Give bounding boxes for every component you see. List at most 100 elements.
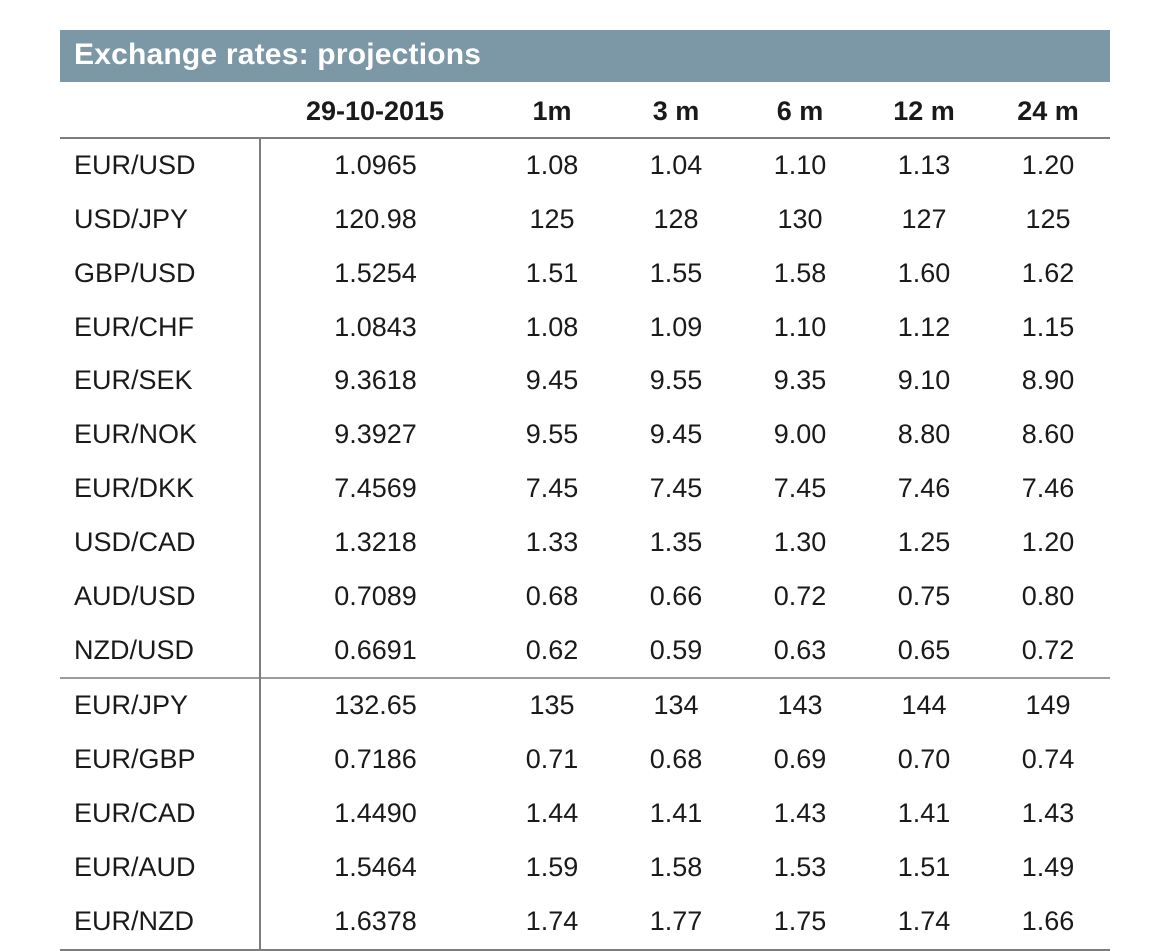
cell-value: 1.04 <box>614 138 738 193</box>
cell-value: 9.45 <box>490 354 614 408</box>
cell-value: 1.10 <box>738 301 862 355</box>
cell-value: 8.80 <box>862 408 986 462</box>
cell-value: 1.15 <box>986 301 1110 355</box>
cell-value: 0.59 <box>614 624 738 679</box>
cell-value: 0.7089 <box>260 570 490 624</box>
table-row: EUR/USD1.09651.081.041.101.131.20 <box>60 138 1110 193</box>
cell-value: 0.72 <box>986 624 1110 679</box>
cell-value: 1.25 <box>862 516 986 570</box>
table-row: EUR/SEK9.36189.459.559.359.108.90 <box>60 354 1110 408</box>
cell-value: 1.51 <box>862 841 986 895</box>
cell-value: 0.80 <box>986 570 1110 624</box>
cell-value: 1.08 <box>490 301 614 355</box>
cell-value: 0.62 <box>490 624 614 679</box>
cell-value: 1.66 <box>986 895 1110 950</box>
cell-value: 1.08 <box>490 138 614 193</box>
cell-value: 1.62 <box>986 247 1110 301</box>
cell-value: 1.4490 <box>260 787 490 841</box>
cell-value: 0.7186 <box>260 733 490 787</box>
cell-pair: EUR/NZD <box>60 895 260 950</box>
cell-value: 1.20 <box>986 138 1110 193</box>
table-head: 29-10-2015 1m 3 m 6 m 12 m 24 m <box>60 82 1110 138</box>
cell-value: 1.55 <box>614 247 738 301</box>
table-row: EUR/CHF1.08431.081.091.101.121.15 <box>60 301 1110 355</box>
cell-value: 127 <box>862 193 986 247</box>
cell-pair: AUD/USD <box>60 570 260 624</box>
cell-value: 0.68 <box>490 570 614 624</box>
cell-pair: USD/JPY <box>60 193 260 247</box>
cell-pair: EUR/JPY <box>60 678 260 733</box>
table-body: EUR/USD1.09651.081.041.101.131.20USD/JPY… <box>60 138 1110 950</box>
cell-value: 7.45 <box>738 462 862 516</box>
cell-value: 0.71 <box>490 733 614 787</box>
cell-value: 1.41 <box>862 787 986 841</box>
cell-value: 0.66 <box>614 570 738 624</box>
cell-value: 9.35 <box>738 354 862 408</box>
cell-value: 1.60 <box>862 247 986 301</box>
cell-value: 7.46 <box>862 462 986 516</box>
cell-value: 9.55 <box>490 408 614 462</box>
cell-value: 1.09 <box>614 301 738 355</box>
cell-value: 0.63 <box>738 624 862 679</box>
cell-pair: EUR/USD <box>60 138 260 193</box>
cell-value: 1.3218 <box>260 516 490 570</box>
table-row: GBP/USD1.52541.511.551.581.601.62 <box>60 247 1110 301</box>
cell-value: 1.43 <box>738 787 862 841</box>
table-row: EUR/DKK7.45697.457.457.457.467.46 <box>60 462 1110 516</box>
cell-value: 9.10 <box>862 354 986 408</box>
cell-pair: EUR/CAD <box>60 787 260 841</box>
exchange-rates-table: 29-10-2015 1m 3 m 6 m 12 m 24 m EUR/USD1… <box>60 82 1110 951</box>
cell-value: 1.12 <box>862 301 986 355</box>
cell-pair: EUR/AUD <box>60 841 260 895</box>
cell-pair: EUR/DKK <box>60 462 260 516</box>
cell-value: 149 <box>986 678 1110 733</box>
col-header-date: 29-10-2015 <box>260 82 490 138</box>
table-row: USD/JPY120.98125128130127125 <box>60 193 1110 247</box>
table-row: EUR/GBP0.71860.710.680.690.700.74 <box>60 733 1110 787</box>
cell-value: 1.58 <box>738 247 862 301</box>
table-row: EUR/JPY132.65135134143144149 <box>60 678 1110 733</box>
cell-value: 130 <box>738 193 862 247</box>
cell-value: 135 <box>490 678 614 733</box>
table-row: EUR/NOK9.39279.559.459.008.808.60 <box>60 408 1110 462</box>
col-header-6m: 6 m <box>738 82 862 138</box>
cell-value: 9.00 <box>738 408 862 462</box>
cell-value: 9.55 <box>614 354 738 408</box>
table-row: AUD/USD0.70890.680.660.720.750.80 <box>60 570 1110 624</box>
cell-value: 134 <box>614 678 738 733</box>
cell-value: 0.65 <box>862 624 986 679</box>
cell-value: 1.5464 <box>260 841 490 895</box>
cell-value: 125 <box>490 193 614 247</box>
cell-value: 120.98 <box>260 193 490 247</box>
cell-value: 7.45 <box>490 462 614 516</box>
table-row: EUR/NZD1.63781.741.771.751.741.66 <box>60 895 1110 950</box>
cell-value: 1.75 <box>738 895 862 950</box>
cell-pair: EUR/NOK <box>60 408 260 462</box>
cell-pair: EUR/SEK <box>60 354 260 408</box>
table-row: USD/CAD1.32181.331.351.301.251.20 <box>60 516 1110 570</box>
cell-value: 1.33 <box>490 516 614 570</box>
cell-value: 0.6691 <box>260 624 490 679</box>
cell-value: 125 <box>986 193 1110 247</box>
col-header-24m: 24 m <box>986 82 1110 138</box>
table-row: NZD/USD0.66910.620.590.630.650.72 <box>60 624 1110 679</box>
cell-value: 132.65 <box>260 678 490 733</box>
cell-pair: USD/CAD <box>60 516 260 570</box>
cell-value: 1.44 <box>490 787 614 841</box>
cell-pair: GBP/USD <box>60 247 260 301</box>
cell-value: 1.10 <box>738 138 862 193</box>
cell-pair: EUR/CHF <box>60 301 260 355</box>
cell-value: 0.69 <box>738 733 862 787</box>
cell-value: 1.20 <box>986 516 1110 570</box>
cell-value: 7.4569 <box>260 462 490 516</box>
cell-value: 1.0965 <box>260 138 490 193</box>
table-row: EUR/CAD1.44901.441.411.431.411.43 <box>60 787 1110 841</box>
cell-value: 1.74 <box>490 895 614 950</box>
cell-value: 7.45 <box>614 462 738 516</box>
cell-value: 1.5254 <box>260 247 490 301</box>
cell-value: 0.68 <box>614 733 738 787</box>
col-header-3m: 3 m <box>614 82 738 138</box>
cell-value: 0.72 <box>738 570 862 624</box>
cell-value: 1.53 <box>738 841 862 895</box>
cell-value: 1.35 <box>614 516 738 570</box>
